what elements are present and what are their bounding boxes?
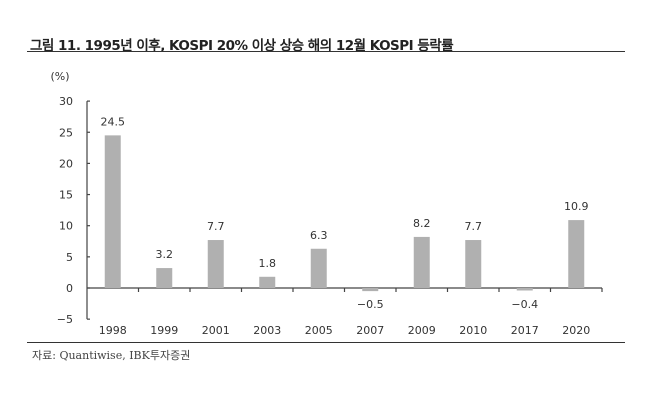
x-tick-label: 1999: [150, 324, 178, 337]
x-tick-labels: 1998 1999 2001 2003 2005 2007 2009 2010 2017 2020: [99, 324, 591, 337]
bar-1998: [104, 135, 121, 288]
data-label: −0.5: [357, 298, 384, 311]
bar-2010: [465, 240, 482, 288]
x-tick-label: 2005: [305, 324, 333, 337]
data-label: 6.3: [310, 229, 328, 242]
footer-divider: [27, 342, 625, 343]
bar-2001: [207, 240, 224, 288]
data-label: 8.2: [413, 217, 431, 230]
x-axis: [87, 287, 603, 292]
bar-chart: (%) −5 0 5 10 15 20 25 30 24.5 3.2 7.7 1.8 6.3 −0.5 8…: [50, 70, 603, 337]
y-tick-label: 5: [66, 251, 73, 264]
figure-title: 그림 11. 1995년 이후, KOSPI 20% 이상 상승 해의 12월 …: [30, 38, 454, 54]
x-tick-label: 2007: [356, 324, 384, 337]
y-tick-label: 0: [66, 282, 73, 295]
x-tick-label: 2020: [562, 324, 590, 337]
x-tick-label: 2010: [459, 324, 487, 337]
bar-1999: [156, 268, 173, 288]
bar-2017: [516, 288, 533, 291]
x-tick-label: 2003: [253, 324, 281, 337]
data-label: −0.4: [511, 298, 538, 311]
bar-series: [104, 135, 585, 292]
title-divider: [27, 51, 625, 52]
bar-2003: [259, 276, 276, 288]
data-labels: 24.5 3.2 7.7 1.8 6.3 −0.5 8.2 7.7 −0.4 10.9: [101, 115, 589, 311]
y-tick-label: −5: [57, 313, 73, 326]
y-tick-label: 30: [59, 95, 73, 108]
y-axis: −5 0 5 10 15 20 25 30: [57, 95, 90, 326]
y-tick-label: 10: [59, 220, 73, 233]
y-tick-label: 20: [59, 157, 73, 170]
x-tick-label: 2001: [202, 324, 230, 337]
y-axis-unit-label: (%): [50, 70, 69, 83]
data-label: 10.9: [564, 200, 589, 213]
bar-2005: [310, 248, 327, 288]
y-tick-label: 15: [59, 189, 73, 202]
y-tick-label: 25: [59, 126, 73, 139]
data-label: 24.5: [101, 115, 126, 128]
bar-2007: [362, 288, 379, 292]
bar-2009: [413, 236, 430, 288]
x-tick-label: 1998: [99, 324, 127, 337]
x-tick-label: 2009: [408, 324, 436, 337]
data-label: 7.7: [465, 220, 483, 233]
bar-2020: [568, 220, 585, 288]
data-label: 3.2: [156, 248, 174, 261]
source-note: 자료: Quantiwise, IBK투자증권: [32, 349, 191, 362]
data-label: 1.8: [259, 257, 277, 270]
data-label: 7.7: [207, 220, 225, 233]
x-tick-label: 2017: [511, 324, 539, 337]
